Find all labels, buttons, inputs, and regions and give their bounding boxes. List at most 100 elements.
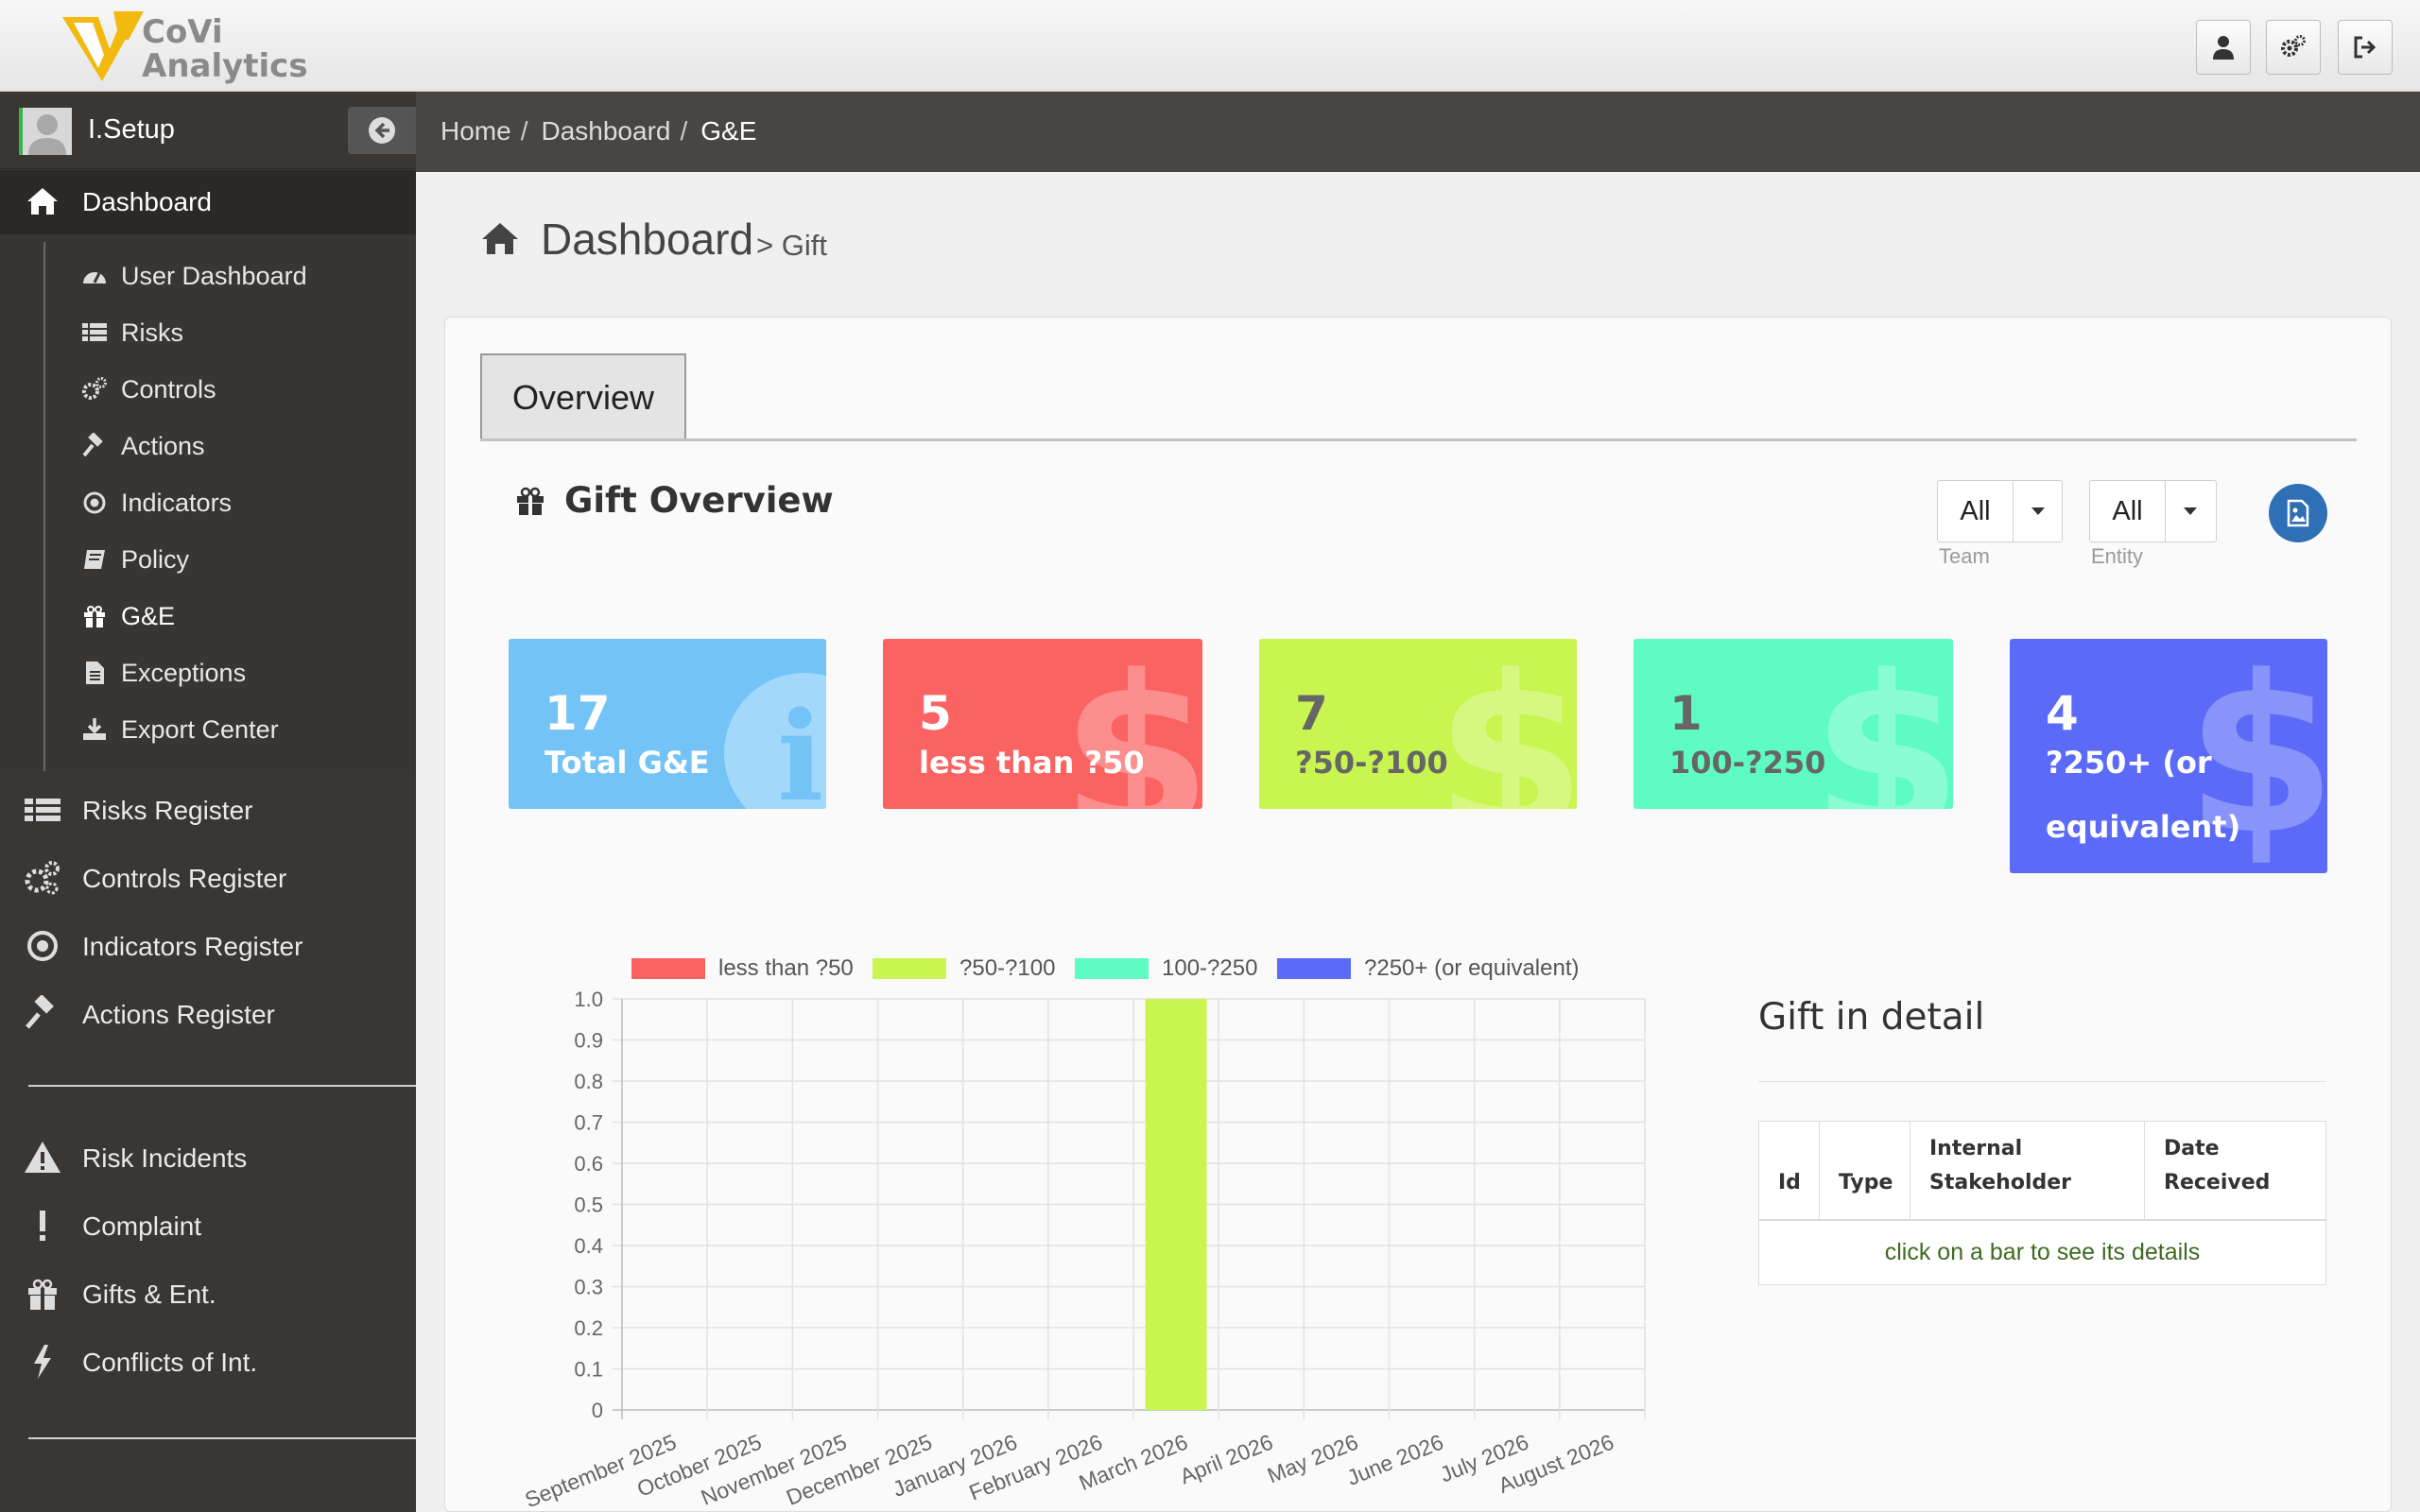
x-tick-label: April 2026 xyxy=(1176,1430,1276,1489)
avatar[interactable] xyxy=(19,108,72,155)
user-profile-button[interactable] xyxy=(2196,20,2251,75)
stat-value: 5 xyxy=(919,686,952,741)
export-image-button[interactable] xyxy=(2269,484,2327,542)
legend-label: less than ?50 xyxy=(718,955,854,981)
stat-label: ?250+ (or equivalent) xyxy=(2046,745,2241,845)
logo-line-2: Analytics xyxy=(142,47,308,85)
chart-bar[interactable] xyxy=(1145,999,1207,1410)
covi-logo[interactable] xyxy=(60,11,306,83)
legend-label: ?250+ (or equivalent) xyxy=(1364,955,1580,981)
tab-overview[interactable]: Overview xyxy=(480,353,686,440)
sidebar-item-user-dashboard[interactable]: User Dashboard xyxy=(81,251,403,299)
sidebar-item-risks-register[interactable]: Risks Register xyxy=(0,778,416,840)
x-tick-label: May 2026 xyxy=(1264,1430,1361,1488)
logo-line-1: CoVi xyxy=(142,13,223,51)
tab-underline xyxy=(480,438,2357,441)
table-empty-message: click on a bar to see its details xyxy=(1884,1239,2201,1265)
sidebar-item-label: Risks xyxy=(121,318,183,347)
exclamation-icon xyxy=(40,1211,45,1241)
logout-button[interactable] xyxy=(2338,20,2393,75)
team-select-value: All xyxy=(1938,481,2014,541)
sidebar-item-label: Actions Register xyxy=(82,1000,275,1029)
dollar-icon: $ xyxy=(2185,639,2327,873)
table-header-date-received[interactable]: Date Received xyxy=(2145,1122,2325,1221)
breadcrumb-current: G&E xyxy=(700,116,757,146)
breadcrumb: Home / Dashboard / G&E xyxy=(441,116,766,146)
sidebar-divider xyxy=(28,1437,416,1439)
sidebar-item-actions-register[interactable]: Actions Register xyxy=(0,982,416,1044)
bar-chart-svg: 00.10.20.30.40.50.60.70.80.91.0September… xyxy=(522,988,1646,1512)
sidebar-item-complaint[interactable]: Complaint xyxy=(0,1194,416,1256)
y-tick-label: 0.4 xyxy=(574,1234,603,1258)
sidebar-item-risk-incidents[interactable]: Risk Incidents xyxy=(0,1125,416,1188)
sidebar-item-actions[interactable]: Actions xyxy=(81,421,403,469)
bolt-icon xyxy=(34,1345,51,1379)
team-select[interactable]: All xyxy=(1937,480,2063,542)
y-tick-label: 0.3 xyxy=(574,1276,603,1299)
settings-button[interactable] xyxy=(2266,20,2321,75)
sidebar: I.Setup Dashboard User Dashboard Risks C… xyxy=(0,92,416,1512)
y-tick-label: 0.9 xyxy=(574,1029,603,1053)
team-select-toggle[interactable] xyxy=(2014,481,2063,541)
table-header-type[interactable]: Type xyxy=(1820,1122,1910,1221)
sidebar-item-indicators[interactable]: Indicators xyxy=(81,478,403,525)
legend-swatch xyxy=(1277,958,1351,979)
table-header-internal-stakeholder[interactable]: Internal Stakeholder xyxy=(1910,1122,2145,1221)
breadcrumb-separator: / xyxy=(520,116,528,146)
breadcrumb-separator: / xyxy=(680,116,688,146)
stat-value: 17 xyxy=(544,686,611,741)
stat-card-250-plus[interactable]: $ 4 ?250+ (or equivalent) xyxy=(2010,639,2327,873)
sidebar-item-export-center[interactable]: Export Center xyxy=(81,705,403,752)
gift-chart: 0 0.1 0.2 0.3 0.4 0.5 0.6 0.7 0.8 0.9 1.0 September… xyxy=(510,940,1702,1512)
sidebar-item-exceptions[interactable]: Exceptions xyxy=(81,648,403,696)
sidebar-item-gifts-ent[interactable]: Gifts & Ent. xyxy=(0,1262,416,1324)
stat-card-100-250[interactable]: $ 1 100-?250 xyxy=(1634,639,1953,809)
entity-select-toggle[interactable] xyxy=(2166,481,2215,541)
sidebar-item-conflicts-of-int[interactable]: Conflicts of Int. xyxy=(0,1330,416,1392)
breadcrumb-dashboard[interactable]: Dashboard xyxy=(541,116,671,146)
sidebar-item-label: Controls Register xyxy=(82,864,287,893)
legend-label: 100-?250 xyxy=(1162,955,1258,981)
gift-overview-title: Gift Overview xyxy=(564,480,834,521)
sidebar-item-dashboard[interactable]: Dashboard xyxy=(0,170,416,234)
y-tick-label: 0.1 xyxy=(574,1358,603,1382)
legend-swatch xyxy=(873,958,946,979)
dot-circle-icon xyxy=(83,491,106,514)
stat-card-total[interactable]: i 17 Total G&E xyxy=(509,639,826,809)
stat-card-less-than-50[interactable]: $ 5 less than ?50 xyxy=(883,639,1202,809)
sidebar-item-label: Conflicts of Int. xyxy=(82,1348,258,1377)
info-icon: i xyxy=(724,673,826,809)
sidebar-item-policy[interactable]: Policy xyxy=(81,535,403,582)
y-tick-label: 0.7 xyxy=(574,1111,603,1135)
sidebar-item-controls-register[interactable]: Controls Register xyxy=(0,846,416,908)
home-icon xyxy=(482,223,518,254)
sidebar-collapse-button[interactable] xyxy=(348,107,416,154)
gears-icon xyxy=(2281,35,2306,57)
sidebar-item-g-and-e[interactable]: G&E xyxy=(81,592,403,639)
breadcrumb-home[interactable]: Home xyxy=(441,116,511,146)
sidebar-item-controls[interactable]: Controls xyxy=(81,365,403,412)
sidebar-item-indicators-register[interactable]: Indicators Register xyxy=(0,914,416,976)
sign-out-icon xyxy=(2354,36,2377,59)
dollar-icon: $ xyxy=(1810,639,1953,810)
sidebar-item-label: Risk Incidents xyxy=(82,1143,248,1173)
stat-label: 100-?250 xyxy=(1669,745,1826,781)
gavel-icon xyxy=(26,995,54,1029)
legend-swatch xyxy=(1075,958,1149,979)
y-tick-label: 0.2 xyxy=(574,1316,603,1340)
logo-mark-icon xyxy=(62,11,144,81)
sidebar-item-label: G&E xyxy=(121,602,176,630)
stat-card-50-100[interactable]: $ 7 ?50-?100 xyxy=(1259,639,1577,809)
sidebar-item-risks[interactable]: Risks xyxy=(81,308,403,355)
entity-select[interactable]: All xyxy=(2089,480,2217,542)
sidebar-item-label: Policy xyxy=(121,545,190,574)
gavel-icon xyxy=(82,433,103,457)
book-icon xyxy=(84,550,105,569)
sidebar-item-label: Export Center xyxy=(121,715,279,744)
table-header-id[interactable]: Id xyxy=(1759,1122,1820,1221)
x-tick-label: June 2026 xyxy=(1343,1430,1446,1490)
dashboard-gauge-icon xyxy=(83,272,106,284)
y-tick-label: 0 xyxy=(592,1399,603,1422)
arrow-circle-left-icon xyxy=(369,117,395,144)
y-tick-label: 0.6 xyxy=(574,1152,603,1176)
